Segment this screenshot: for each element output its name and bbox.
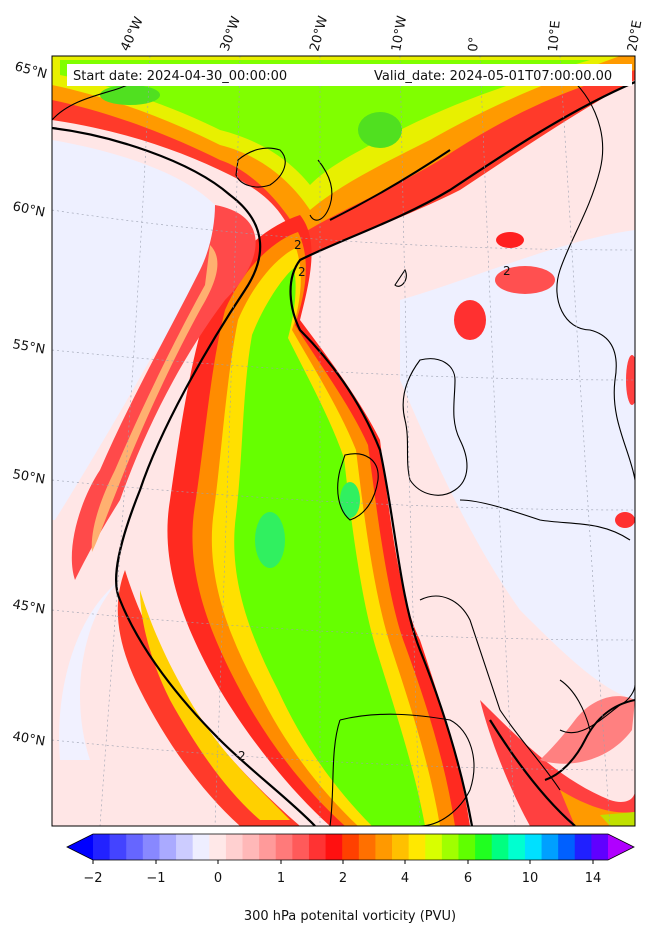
colorbar-cell bbox=[508, 834, 526, 860]
colorbar-cell bbox=[192, 834, 210, 860]
colorbar-cells bbox=[93, 834, 609, 860]
colorbar-cell bbox=[342, 834, 360, 860]
latitude-label: 65°N bbox=[13, 59, 49, 82]
colorbar-cell bbox=[292, 834, 310, 860]
colorbar-cell bbox=[93, 834, 111, 860]
colorbar-ticks: −2 −1 0 1 2 4 6 10 14 bbox=[83, 860, 601, 886]
colorbar-cell bbox=[358, 834, 376, 860]
contour-label: 2 bbox=[298, 265, 306, 279]
longitude-label: 10°E bbox=[546, 20, 564, 52]
colorbar-cell bbox=[425, 834, 443, 860]
longitude-label: 40°W bbox=[118, 15, 147, 54]
colorbar-cell bbox=[375, 834, 393, 860]
header-box bbox=[67, 64, 632, 86]
iceland-coast bbox=[235, 147, 286, 188]
colorbar-cell bbox=[142, 834, 160, 860]
colorbar-cell bbox=[541, 834, 559, 860]
colorbar-max-extend bbox=[608, 834, 634, 860]
colorbar-cell bbox=[225, 834, 243, 860]
colorbar-cell bbox=[574, 834, 592, 860]
contour-label: 2 bbox=[503, 264, 511, 278]
longitude-label: 20°E bbox=[625, 19, 645, 52]
colorbar-cell bbox=[109, 834, 127, 860]
great-britain-coast bbox=[402, 358, 468, 496]
latitude-label: 60°N bbox=[11, 199, 46, 220]
colorbar-cell bbox=[159, 834, 177, 860]
colorbar-cell bbox=[558, 834, 576, 860]
longitude-label: 30°W bbox=[218, 14, 244, 53]
colorbar-min-extend bbox=[67, 834, 93, 860]
italy-coast bbox=[559, 684, 635, 734]
pv-2-contour-west bbox=[52, 126, 316, 826]
valid-date-label: Valid_date: 2024-05-01T07:00:00.00 bbox=[374, 69, 612, 84]
colorbar-tick-label: −1 bbox=[146, 871, 165, 886]
longitude-label: 0° bbox=[466, 36, 482, 52]
colorbar-tick-label: 2 bbox=[339, 871, 347, 886]
ireland-coast bbox=[337, 453, 379, 521]
faroe-area-coast bbox=[309, 159, 333, 221]
colorbar-cell bbox=[441, 834, 459, 860]
colorbar-tick-label: 4 bbox=[401, 871, 409, 886]
latitude-label: 45°N bbox=[11, 597, 46, 617]
colorbar-tick-label: 14 bbox=[585, 871, 602, 886]
colorbar-cell bbox=[308, 834, 326, 860]
colorbar-cell bbox=[242, 834, 260, 860]
latitude-label: 40°N bbox=[11, 729, 46, 749]
colorbar-cell bbox=[475, 834, 493, 860]
colorbar-cell bbox=[392, 834, 410, 860]
longitude-labels: 40°W 30°W 20°W 10°W 0° 10°E 20°E bbox=[118, 14, 645, 53]
colorbar-tick-label: −2 bbox=[83, 871, 102, 886]
colorbar-tick-label: 1 bbox=[277, 871, 285, 886]
colorbar-cell bbox=[591, 834, 609, 860]
low-pv-region-europe bbox=[400, 230, 635, 700]
colorbar-cell bbox=[458, 834, 476, 860]
contour-label: 2 bbox=[238, 749, 246, 763]
colorbar-cell bbox=[408, 834, 426, 860]
continent-north-coast bbox=[459, 499, 631, 541]
latitude-labels: 65°N 60°N 55°N 50°N 45°N 40°N bbox=[11, 59, 48, 749]
latitude-label: 50°N bbox=[11, 467, 46, 487]
colorbar-cell bbox=[275, 834, 293, 860]
colorbar-cell bbox=[209, 834, 227, 860]
latitude-label: 55°N bbox=[11, 337, 46, 357]
france-coast bbox=[419, 595, 561, 791]
longitude-label: 10°W bbox=[389, 15, 410, 53]
colorbar-cell bbox=[176, 834, 194, 860]
colorbar-tick-label: 6 bbox=[464, 871, 472, 886]
start-date-label: Start date: 2024-04-30_00:00:00 bbox=[73, 69, 287, 84]
contour-label: 2 bbox=[294, 238, 302, 252]
colorbar-cell bbox=[524, 834, 542, 860]
colorbar-cell bbox=[259, 834, 277, 860]
colorbar-cell bbox=[325, 834, 343, 860]
map-frame bbox=[51, 55, 636, 827]
colorbar: −2 −1 0 1 2 4 6 10 14 300 hPa potenital … bbox=[66, 833, 635, 924]
map-panel: 2 2 2 2 Start date: 2024-04-30_00:00:00 … bbox=[52, 56, 635, 826]
colorbar-cell bbox=[491, 834, 509, 860]
colorbar-label: 300 hPa potenital vorticity (PVU) bbox=[244, 909, 456, 924]
longitude-label: 20°W bbox=[307, 14, 331, 53]
iberia-coast bbox=[339, 713, 475, 826]
scandinavia-coast bbox=[556, 69, 635, 481]
colorbar-cell bbox=[126, 834, 144, 860]
colorbar-tick-label: 0 bbox=[214, 871, 222, 886]
graticule bbox=[52, 56, 635, 826]
pv-2-contour-east bbox=[289, 80, 635, 826]
colorbar-tick-label: 10 bbox=[522, 871, 539, 886]
trough-core bbox=[234, 268, 425, 826]
low-pv-region-west bbox=[52, 140, 219, 520]
